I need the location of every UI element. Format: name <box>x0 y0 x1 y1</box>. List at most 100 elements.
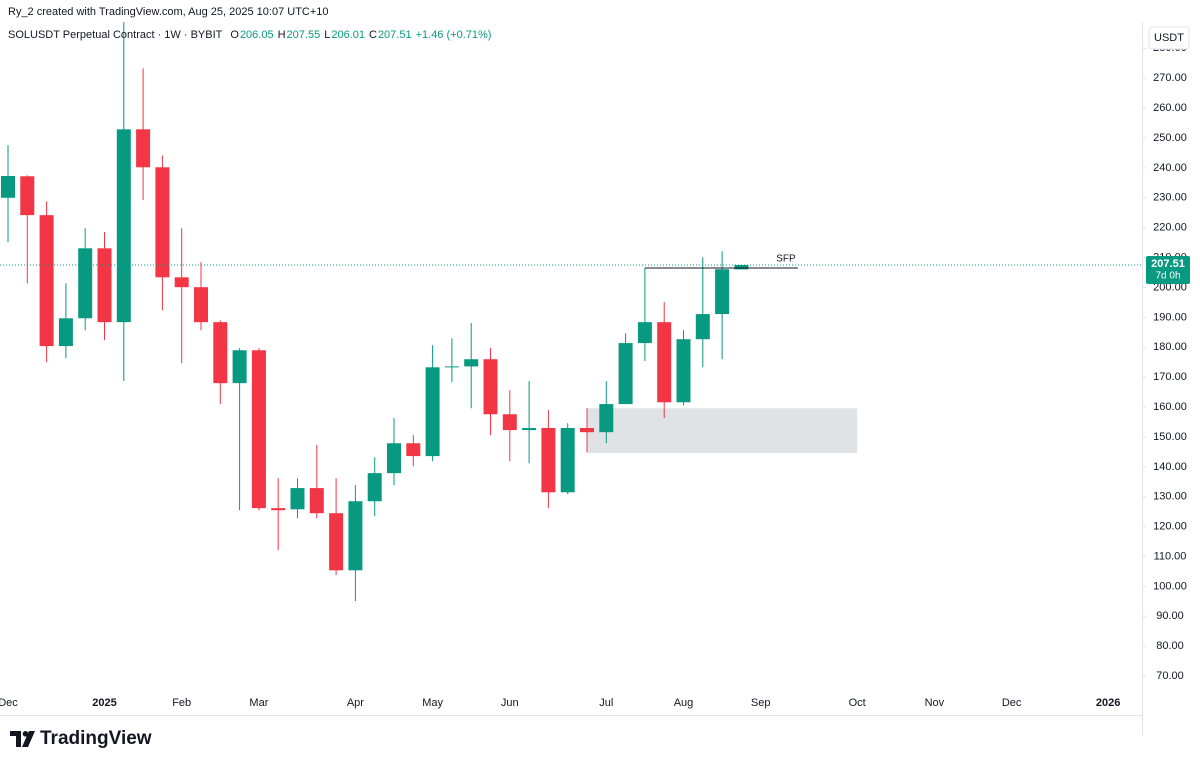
candle-body <box>97 248 112 323</box>
logo-dot <box>22 731 29 737</box>
x-tick-label: Jul <box>599 697 613 709</box>
candle-body <box>695 314 710 340</box>
logo-mark <box>10 731 21 747</box>
y-tick-label: 100.00 <box>1153 580 1187 592</box>
candle-body <box>657 322 672 403</box>
candle-body <box>522 427 537 431</box>
candle-body <box>78 248 93 319</box>
countdown-label: 7d 0h <box>1155 271 1180 282</box>
y-tick-label: 90.00 <box>1156 610 1184 622</box>
candle-body <box>406 443 421 457</box>
candle-body <box>20 176 35 216</box>
logo-slash <box>22 731 35 747</box>
candle-body <box>116 129 131 323</box>
candle-body <box>444 366 459 368</box>
ohlc-key: H <box>278 29 286 41</box>
candle-body <box>560 427 575 493</box>
y-tick-label: 110.00 <box>1154 550 1187 562</box>
x-tick-label: Oct <box>849 697 866 709</box>
y-tick-label: 170.00 <box>1153 371 1187 383</box>
ohlc-key: C <box>369 29 377 41</box>
y-tick-label: 140.00 <box>1153 461 1187 473</box>
candle-body <box>715 269 730 315</box>
candle-body <box>290 488 305 510</box>
x-tick-label: Jun <box>501 697 519 709</box>
y-tick-label: 230.00 <box>1153 192 1187 204</box>
candle-body <box>599 404 614 433</box>
y-tick-label: 180.00 <box>1153 341 1187 353</box>
candle-body <box>174 277 189 288</box>
price-change: +1.46 (+0.71%) <box>416 29 492 41</box>
x-tick-label: Apr <box>347 697 364 709</box>
candle-body <box>483 359 498 415</box>
candle-body <box>348 501 363 571</box>
y-tick-label: 150.00 <box>1153 431 1187 443</box>
candle-body <box>464 359 479 367</box>
candle-body <box>39 215 54 347</box>
plot-area: SFP <box>0 22 1142 602</box>
candle-body <box>1 175 15 198</box>
candle-body <box>251 350 266 509</box>
ohlc-value: 207.55 <box>287 29 321 41</box>
y-tick-label: 120.00 <box>1153 521 1187 533</box>
candle-body <box>58 318 73 347</box>
currency-label: USDT <box>1154 32 1184 44</box>
candle-body <box>502 414 517 431</box>
legend-header: SOLUSDT Perpetual Contract · 1W · BYBIT … <box>8 29 491 41</box>
brand-logo <box>10 731 35 747</box>
ohlc-value: 206.01 <box>331 29 365 41</box>
x-tick-label: Sep <box>751 697 771 709</box>
y-tick-label: 80.00 <box>1156 640 1184 652</box>
currency-box: USDT <box>1148 26 1190 50</box>
candle-body <box>541 427 556 493</box>
time-axis: Dec 2025 Feb Mar Apr May Jun Jul Aug Sep Oct Nov Dec… <box>0 697 1120 709</box>
brand-name: TradingView <box>40 728 152 749</box>
last-price-label: 207.51 <box>1151 258 1185 270</box>
y-tick-label: 240.00 <box>1153 162 1187 174</box>
y-tick-label: 270.00 <box>1153 72 1187 84</box>
x-tick-label: Mar <box>249 697 268 709</box>
x-tick-label: Nov <box>925 697 945 709</box>
candle-body <box>194 287 208 323</box>
x-tick-label: Dec <box>1002 697 1022 709</box>
symbol-title: SOLUSDT Perpetual Contract · 1W · BYBIT <box>8 29 223 41</box>
annotation-label: SFP <box>776 254 796 265</box>
y-tick-label: 260.00 <box>1153 102 1187 114</box>
candle-body <box>425 367 440 457</box>
candle-body <box>580 427 594 433</box>
ohlc-key: O <box>230 29 239 41</box>
y-tick-label: 200.00 <box>1153 281 1187 293</box>
ohlc-value: 206.05 <box>240 29 274 41</box>
currency-box-frame <box>1148 26 1190 50</box>
x-tick-label: Feb <box>172 697 191 709</box>
candle-body <box>387 443 401 474</box>
candle-body <box>136 129 151 168</box>
x-tick-label: May <box>422 697 443 709</box>
ohlc-key: L <box>324 29 330 41</box>
candle-body <box>734 265 749 270</box>
zone <box>587 408 858 454</box>
x-tick-label: Dec <box>0 697 18 709</box>
candle-body <box>271 508 286 511</box>
price-axis: 70.00 80.00 90.00 100.00 110.00 120.00 130.00 1… <box>1142 42 1187 682</box>
candle-body <box>309 488 324 514</box>
candle-body <box>329 513 344 571</box>
y-tick-label: 130.00 <box>1153 491 1187 503</box>
y-tick-label: 70.00 <box>1156 670 1184 682</box>
x-tick-label: 2025 <box>92 697 116 709</box>
candle-body <box>155 167 170 278</box>
candle-body <box>367 473 382 502</box>
candle-body <box>232 350 247 384</box>
x-tick-label: 2026 <box>1096 697 1120 709</box>
ohlc-value: 207.51 <box>378 29 412 41</box>
y-tick-label: 190.00 <box>1153 311 1187 323</box>
candle-body <box>676 339 691 403</box>
y-tick-label: 250.00 <box>1153 132 1187 144</box>
x-tick-label: Aug <box>674 697 694 709</box>
y-tick-label: 160.00 <box>1153 401 1187 413</box>
candle-body <box>213 322 228 384</box>
